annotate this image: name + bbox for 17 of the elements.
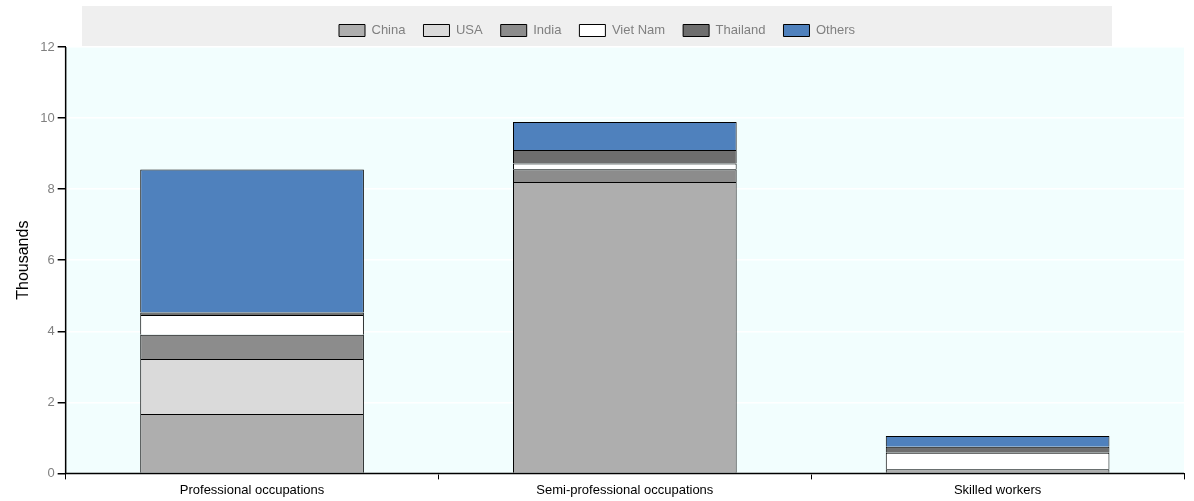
legend-label: USA xyxy=(455,22,484,38)
legend-label: Thailand xyxy=(715,22,766,38)
y-axis-title: Thousands xyxy=(14,220,32,300)
y-tick-label: 8 xyxy=(47,180,55,196)
x-tick-label: Skilled workers xyxy=(953,481,1042,497)
x-tick-label: Semi-professional occupations xyxy=(536,481,714,497)
legend-label: China xyxy=(371,22,407,38)
y-tick-label: 2 xyxy=(47,393,55,409)
y-tick-label: 6 xyxy=(47,251,55,267)
text: Viet Nam xyxy=(611,22,666,38)
y-tick-label: 10 xyxy=(40,109,55,125)
y-tick-label: 4 xyxy=(47,322,55,338)
x-tick-label: Professional occupations xyxy=(179,481,325,497)
y-tick-label: 0 xyxy=(47,464,55,480)
legend-label: India xyxy=(533,22,563,38)
legend-label: Others xyxy=(815,22,856,38)
y-tick-label: 12 xyxy=(40,38,55,54)
